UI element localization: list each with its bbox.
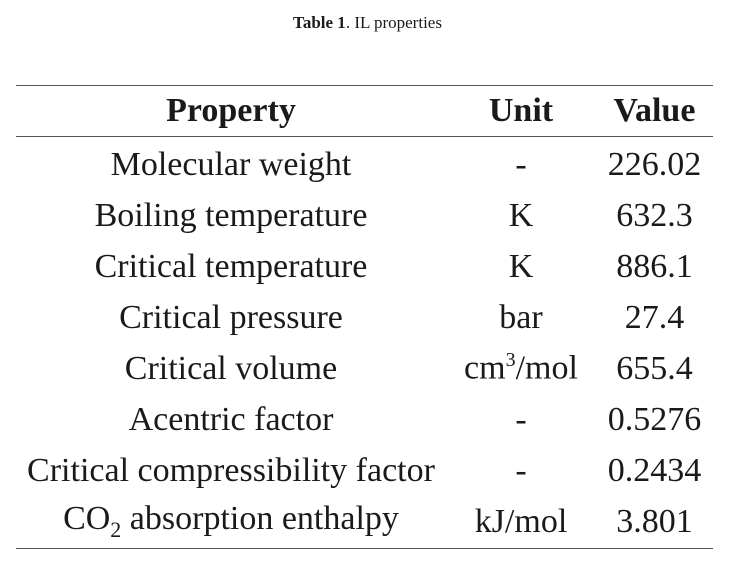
- cell-unit: -: [515, 451, 527, 489]
- table-row: Molecular weight - 226.02: [16, 139, 713, 190]
- cell-property: Critical temperature: [94, 247, 368, 285]
- property-subscript: 2: [110, 516, 122, 542]
- cell-unit: K: [508, 247, 534, 285]
- table-caption-separator: .: [345, 13, 351, 32]
- cell-value: 886.1: [616, 247, 693, 285]
- cell-unit: -: [515, 145, 527, 183]
- table-header-row: Property Unit Value: [16, 88, 713, 134]
- cell-unit: K: [508, 196, 534, 234]
- table-caption-label: Table 1: [293, 13, 346, 32]
- cell-property: Boiling temperature: [94, 196, 368, 234]
- table-row: Boiling temperature K 632.3: [16, 190, 713, 241]
- cell-value: 226.02: [607, 145, 702, 183]
- cell-unit: -: [515, 400, 527, 438]
- cell-property: Critical compressibility factor: [27, 451, 435, 489]
- cell-unit: bar: [499, 298, 543, 336]
- header-property: Property: [166, 92, 296, 129]
- table-top-rule: [16, 85, 713, 86]
- cell-value: 0.5276: [607, 400, 702, 438]
- unit-superscript: 3: [505, 349, 516, 372]
- cell-value: 655.4: [616, 349, 693, 387]
- cell-value: 3.801: [616, 502, 693, 540]
- table-bottom-rule: [16, 548, 713, 549]
- table-caption-text: IL properties: [350, 13, 442, 32]
- unit-rest: /mol: [515, 349, 578, 387]
- table-row: Critical temperature K 886.1: [16, 241, 713, 292]
- cell-property: CO2 absorption enthalpy: [16, 500, 446, 543]
- cell-property: Critical pressure: [119, 298, 343, 336]
- cell-unit: cm3/mol: [446, 349, 596, 387]
- cell-value: 632.3: [616, 196, 693, 234]
- cell-property: Acentric factor: [128, 400, 334, 438]
- table-row: Critical compressibility factor - 0.2434: [16, 445, 713, 496]
- cell-property: Molecular weight: [110, 145, 352, 183]
- cell-property: Critical volume: [124, 349, 338, 387]
- table-row: CO2 absorption enthalpy kJ/mol 3.801: [16, 496, 713, 547]
- table-header-rule: [16, 136, 713, 137]
- table-caption: Table 1. IL properties: [0, 12, 735, 34]
- cell-value: 0.2434: [607, 451, 702, 489]
- table-row: Critical volume cm3/mol 655.4: [16, 343, 713, 394]
- cell-unit: kJ/mol: [474, 502, 568, 540]
- table-row: Critical pressure bar 27.4: [16, 292, 713, 343]
- header-value: Value: [613, 92, 696, 129]
- property-base: CO: [63, 500, 111, 538]
- unit-base: cm: [464, 349, 506, 387]
- table-row: Acentric factor - 0.5276: [16, 394, 713, 445]
- cell-value: 27.4: [624, 298, 685, 336]
- header-unit: Unit: [488, 92, 554, 129]
- property-rest: absorption enthalpy: [121, 500, 399, 538]
